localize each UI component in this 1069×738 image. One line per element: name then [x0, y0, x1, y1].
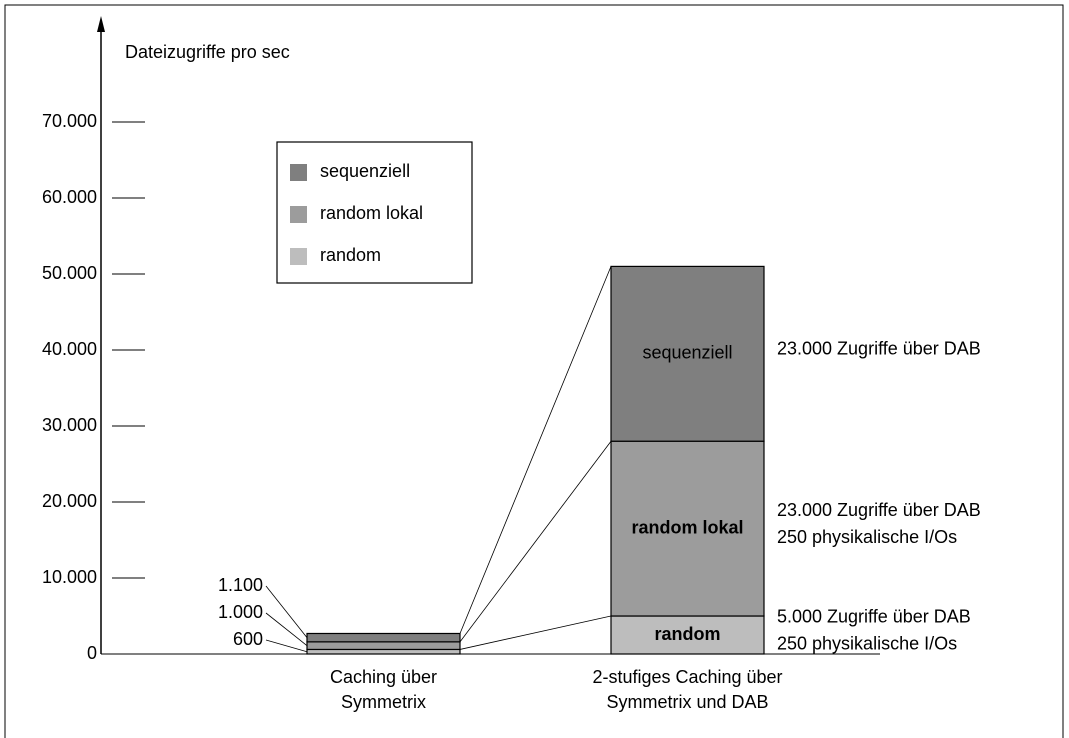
value-label: 1.100	[218, 575, 263, 595]
connector	[459, 440, 612, 643]
legend-label: sequenziell	[320, 161, 410, 181]
bar-segment	[306, 641, 461, 651]
bar-segment	[306, 632, 461, 643]
legend-box	[276, 141, 473, 284]
bar-segment	[610, 615, 765, 655]
leader-line	[265, 639, 308, 653]
x-tick-label: Symmetrix	[341, 692, 426, 712]
x-tick-label: Caching über	[330, 667, 437, 687]
annotation: 23.000 Zugriffe über DAB	[777, 339, 981, 359]
annotation: 250 physikalische I/Os	[777, 527, 957, 547]
y-axis-label: Dateizugriffe pro sec	[125, 42, 290, 62]
leader-line	[265, 612, 308, 646]
y-tick-label: 0	[87, 643, 97, 663]
annotation: 5.000 Zugriffe über DAB	[777, 606, 971, 626]
annotation: 23.000 Zugriffe über DAB	[777, 500, 981, 520]
value-label: 600	[233, 629, 263, 649]
x-tick-label: Symmetrix und DAB	[606, 692, 768, 712]
bar-segment	[610, 440, 765, 617]
y-tick-label: 20.000	[42, 491, 97, 511]
y-tick-label: 40.000	[42, 339, 97, 359]
segment-label: random	[654, 624, 720, 644]
leader-line	[265, 585, 308, 638]
bar-segment	[610, 265, 765, 442]
y-tick-label: 30.000	[42, 415, 97, 435]
segment-label: random lokal	[631, 517, 743, 537]
legend-swatch	[290, 206, 307, 223]
connector	[459, 266, 612, 634]
annotation: 250 physikalische I/Os	[777, 633, 957, 653]
legend-label: random lokal	[320, 203, 423, 223]
frame	[4, 4, 1064, 738]
bar-segment	[306, 648, 461, 655]
y-tick-label: 70.000	[42, 111, 97, 131]
value-label: 1.000	[218, 602, 263, 622]
y-axis-arrow	[97, 16, 105, 32]
y-tick-label: 50.000	[42, 263, 97, 283]
y-tick-label: 10.000	[42, 567, 97, 587]
connector	[459, 615, 612, 650]
legend-swatch	[290, 164, 307, 181]
legend-label: random	[320, 245, 381, 265]
y-tick-label: 60.000	[42, 187, 97, 207]
legend-swatch	[290, 248, 307, 265]
x-tick-label: 2-stufiges Caching über	[592, 667, 782, 687]
segment-label: sequenziell	[642, 343, 732, 363]
